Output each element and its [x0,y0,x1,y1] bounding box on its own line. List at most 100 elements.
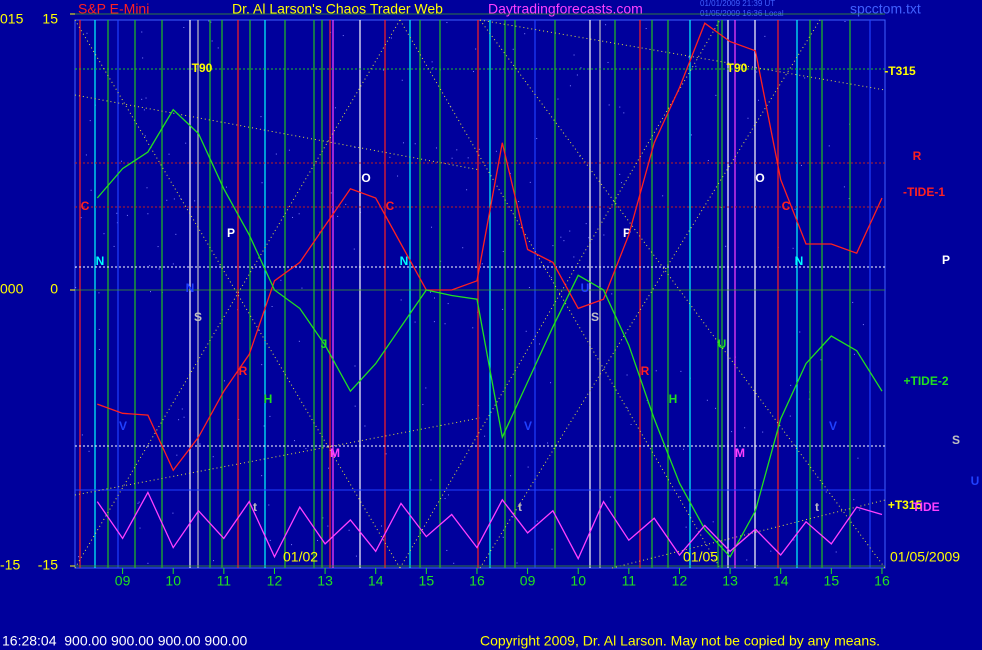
y2-tick-label: 015 [0,11,24,27]
star [859,509,861,511]
date-label: 01/05/2009 [890,549,960,565]
annotation: C [81,199,90,213]
star [319,231,321,233]
star [433,321,435,323]
star [293,440,295,442]
star [744,427,746,429]
star [157,246,159,248]
file-name: spcctom.txt [850,1,921,17]
star [217,47,219,49]
star [146,187,148,189]
star [175,233,177,235]
cycle-line [611,499,886,569]
star [569,85,571,87]
star [731,431,733,433]
title: Dr. Al Larson's Chaos Trader Web [232,1,443,17]
star [139,527,141,529]
star [422,404,424,406]
star [626,374,628,376]
star [355,555,357,557]
star [141,31,143,33]
star [364,425,366,427]
star [212,456,214,458]
annotation: H [264,392,273,406]
star [150,291,152,293]
star [707,160,709,162]
star [551,548,553,550]
symbol: S&P E-Mini [78,1,149,17]
annotation: V [829,419,837,433]
star [466,189,468,191]
star [98,328,100,330]
star [183,26,185,28]
star [573,256,575,258]
star [261,364,263,366]
star [103,233,105,235]
star [334,107,336,109]
star [512,516,514,518]
star [527,466,529,468]
star [213,560,215,562]
star [88,450,90,452]
annotation: N [186,281,195,295]
cycle-line [479,19,886,91]
star [147,213,149,215]
star [627,407,629,409]
star [655,370,657,372]
star [746,559,748,561]
star [715,94,717,96]
star [510,475,512,477]
star [481,263,483,265]
y2-tick-label: -15 [0,557,20,573]
star [90,189,92,191]
star [502,536,504,538]
star [183,416,185,418]
star [301,287,303,289]
star [607,61,609,63]
star [630,424,632,426]
x-tick-label: 16 [469,573,485,589]
star [853,353,855,355]
annotation: R [913,149,922,163]
star [78,556,80,558]
star [124,426,126,428]
annotation: U [581,281,590,295]
annotation: N [96,254,105,268]
star [141,98,143,100]
star [552,245,554,247]
star [126,214,128,216]
star [712,521,714,523]
star [345,203,347,205]
star [75,286,77,288]
star [80,217,82,219]
star [862,324,864,326]
star [98,292,100,294]
star [81,434,83,436]
star [85,154,87,156]
star [166,199,168,201]
star [390,37,392,39]
star [263,425,265,427]
star [138,501,140,503]
x-tick-label: 13 [317,573,333,589]
annotation: O [755,171,764,185]
annotation: U [718,337,727,351]
star [414,143,416,145]
y-tick-label: 0 [50,281,58,297]
annotation: t [518,500,522,514]
series-line [97,22,883,472]
star [275,153,277,155]
annotation: S [952,433,960,447]
star [679,496,681,498]
annotation: +T315 [888,498,923,512]
cycle-line [74,94,481,171]
star [451,157,453,159]
star [354,405,356,407]
star [328,467,330,469]
star [557,98,559,100]
star [853,499,855,501]
star [280,279,282,281]
annotation: -TIDE-1 [903,185,945,199]
star [180,198,182,200]
star [147,562,149,564]
